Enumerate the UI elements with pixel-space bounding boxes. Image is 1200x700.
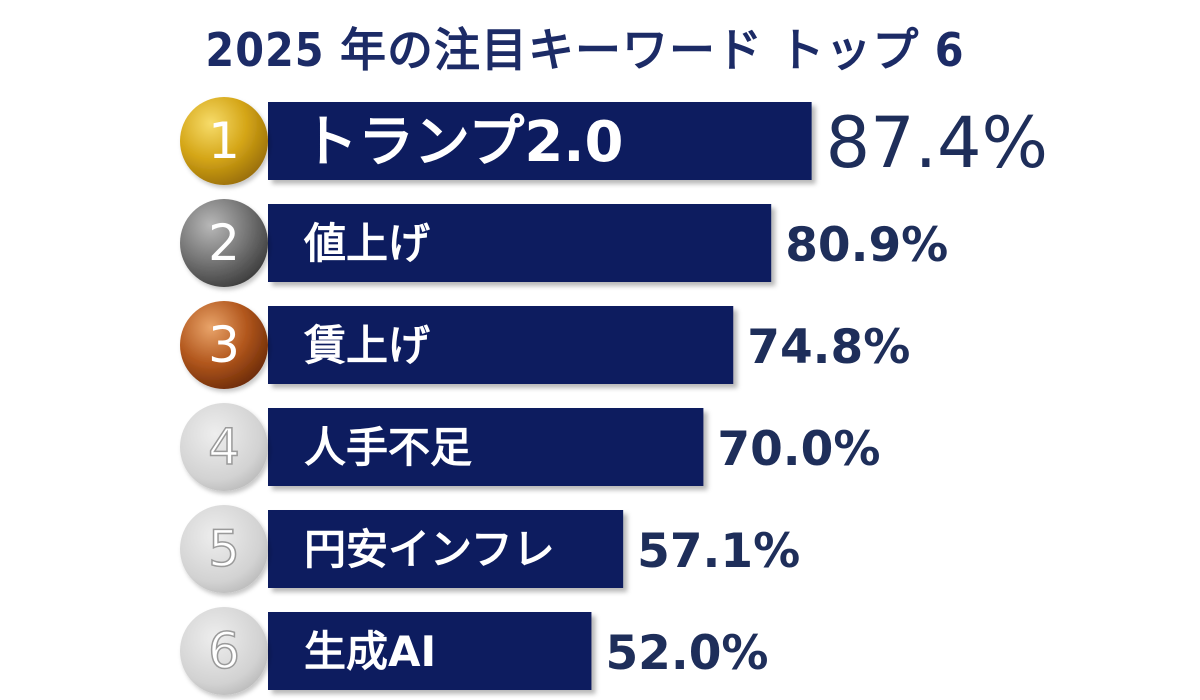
bar xyxy=(268,510,624,588)
category-label: トランプ2.0 xyxy=(302,110,624,175)
rank-badge xyxy=(180,199,268,287)
rank-badge xyxy=(180,301,268,389)
category-label: 円安インフレ xyxy=(304,525,555,574)
chart-title: 2025 年の注目キーワード トップ 6 xyxy=(205,23,965,77)
value-label: 52.0% xyxy=(605,626,768,681)
bar xyxy=(268,306,734,384)
value-label: 87.4% xyxy=(826,102,1048,184)
bar-row: 3 賃上げ 74.8% xyxy=(180,301,910,389)
bar-row: 1 トランプ2.0 87.4% xyxy=(180,97,1048,185)
category-label: 値上げ xyxy=(303,219,430,268)
rank-badge xyxy=(180,505,268,593)
value-label: 74.8% xyxy=(747,320,910,375)
category-label: 人手不足 xyxy=(304,423,472,472)
value-label: 70.0% xyxy=(717,422,880,477)
bar-row: 4 人手不足 70.0% xyxy=(180,403,880,491)
bar-row: 2 値上げ 80.9% xyxy=(180,199,948,287)
rank-number: 5 xyxy=(208,520,240,578)
bar-row: 5 円安インフレ 57.1% xyxy=(180,505,800,593)
rank-number: 3 xyxy=(208,316,240,374)
value-label: 57.1% xyxy=(637,524,800,579)
bar xyxy=(268,408,704,486)
rank-badge xyxy=(180,403,268,491)
bar xyxy=(268,204,772,282)
bar xyxy=(268,102,812,180)
rank-number: 2 xyxy=(208,214,240,272)
rank-number: 4 xyxy=(208,418,240,476)
rank-badge xyxy=(180,607,268,695)
rank-number: 6 xyxy=(208,622,240,680)
category-label: 生成AI xyxy=(304,627,436,676)
bar-row: 6 生成AI 52.0% xyxy=(180,607,769,695)
category-label: 賃上げ xyxy=(303,321,430,370)
bar xyxy=(268,612,592,690)
rank-number: 1 xyxy=(208,112,240,170)
rank-badge xyxy=(180,97,268,185)
value-label: 80.9% xyxy=(785,218,948,273)
